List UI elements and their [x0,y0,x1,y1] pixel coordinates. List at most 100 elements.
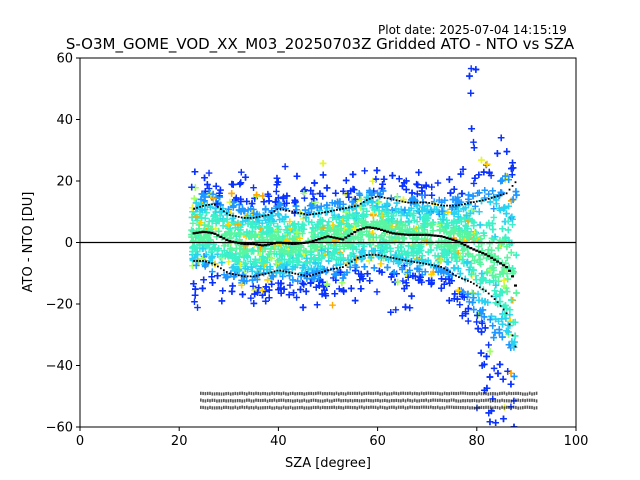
scatter-point [504,368,511,375]
scatter-point [488,313,495,320]
chart-title: S-O3M_GOME_VOD_XX_M03_20250703Z Gridded … [65,35,575,53]
scatter-point [194,304,201,311]
scatter-point [403,256,410,264]
scatter-point [268,272,276,279]
scatter-point [337,261,344,268]
scatter-point [253,218,261,226]
scatter-point [482,161,490,169]
scatter-point [359,275,367,283]
scatter-point [470,144,478,152]
scatter-point [456,270,464,277]
scatter-point [189,220,197,227]
scatter-point [422,182,430,190]
scatter-point [280,285,288,293]
scatter-point [489,322,496,330]
scatter-point [421,223,428,231]
scatter-point [479,274,487,281]
scatter-point [208,254,215,262]
scatter-point [224,273,231,281]
scatter-point [427,280,435,288]
scatter-point [510,268,517,276]
scatter-point [506,306,514,314]
scatter-point [508,213,516,221]
scatter-point [297,286,304,293]
scatter-point [341,271,348,278]
scatter-point [418,252,426,260]
scatter-point [418,256,425,264]
scatter-point [471,203,479,210]
scatter-point [286,218,294,225]
scatter-point [262,297,269,305]
scatter-point [339,274,347,282]
scatter-point [485,168,493,176]
scatter-point [415,267,423,275]
scatter-point [313,204,321,211]
scatter-point [350,186,358,194]
scatter-point [248,268,256,275]
scatter-point [260,198,268,206]
scatter-point [251,290,258,298]
scatter-point [320,283,327,291]
scatter-point [313,301,321,309]
scatter-point [352,233,360,241]
scatter-point [363,207,371,215]
scatter-point [458,190,466,197]
scatter-point [468,270,475,278]
scatter-point [415,242,423,250]
scatter-point [283,199,290,207]
scatter-point [419,220,427,228]
scatter-point [228,180,236,188]
scatter-point [212,182,220,190]
scatter-point [366,189,374,196]
scatter-point [318,247,325,254]
scatter-point [203,209,210,217]
scatter-point [470,180,478,187]
scatter-point [316,190,324,197]
scatter-point [308,265,315,272]
scatter-point [204,181,211,188]
scatter-point [333,215,340,223]
scatter-point [268,255,275,262]
scatter-point [275,211,282,219]
scatter-point [295,251,303,258]
scatter-point [201,221,208,229]
scatter-point [483,160,491,168]
scatter-point [469,299,476,306]
scatter-point [358,212,366,219]
scatter-point [281,163,289,170]
scatter-point [457,218,465,226]
scatter-point [248,221,256,228]
scatter-point [312,243,320,251]
scatter-point [347,285,355,292]
scatter-point [500,282,508,290]
scatter-point [497,134,505,142]
scatter-point [218,297,226,305]
scatter-point [480,229,487,237]
scatter-point [315,275,322,283]
scatter-point [357,236,365,243]
scatter-point [415,169,423,176]
scatter-point [392,225,399,233]
scatter-point [507,380,515,388]
scatter-point [507,249,515,256]
scatter-point [318,229,326,236]
scatter-point [308,229,315,236]
scatter-point [274,228,282,236]
scatter-point [487,172,495,179]
scatter-point [477,349,485,357]
scatter-point [302,288,310,295]
scatter-point [431,205,438,213]
scatter-point [200,191,208,199]
scatter-point [439,215,447,223]
scatter-point [490,214,498,221]
scatter-point [339,200,347,208]
scatter-point [512,188,520,195]
scatter-point [357,195,365,203]
scatter-point [335,285,343,293]
scatter-point [427,246,435,254]
scatter-point [436,227,444,234]
scatter-point [300,189,308,197]
scatter-point [309,224,317,232]
scatter-point [488,264,496,272]
scatter-point [282,213,289,221]
